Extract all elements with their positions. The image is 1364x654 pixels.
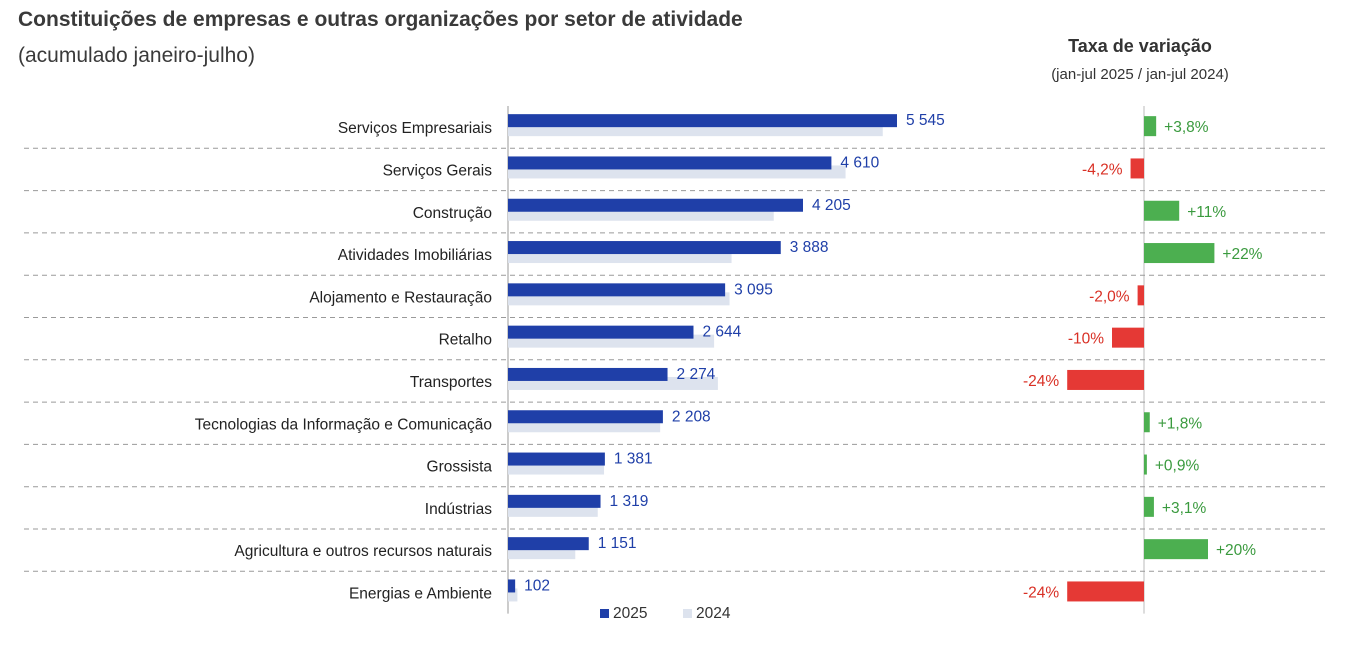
rate-label: +22% [1222, 246, 1262, 263]
category-label: Tecnologias da Informação e Comunicação [195, 416, 492, 433]
rate-label: +0,9% [1155, 458, 1200, 475]
rate-bar-positive [1144, 539, 1208, 560]
chart-title: Constituições de empresas e outras organ… [18, 8, 743, 31]
category-label: Retalho [439, 332, 492, 349]
rate-bar-positive [1144, 200, 1180, 221]
legend-swatch-2024 [683, 609, 692, 618]
value-label-2025: 1 319 [610, 493, 649, 510]
rate-panel-subtitle: (jan-jul 2025 / jan-jul 2024) [1051, 66, 1229, 83]
rate-label: -24% [1023, 373, 1059, 390]
bar-2025 [508, 410, 663, 424]
legend-label-2025: 2025 [613, 605, 647, 622]
rate-bar-negative [1130, 158, 1144, 179]
rate-bar-positive [1144, 412, 1150, 433]
category-label: Indústrias [425, 501, 492, 518]
rate-label: +11% [1187, 204, 1226, 221]
category-label: Serviços Empresariais [338, 120, 492, 137]
rate-label: +3,8% [1164, 119, 1209, 136]
bar-2025 [508, 452, 605, 466]
category-label: Grossista [427, 459, 493, 476]
value-label-2025: 3 095 [734, 281, 773, 298]
rate-bar-positive [1144, 454, 1147, 475]
value-label-2025: 5 545 [906, 112, 945, 129]
rate-label: -4,2% [1082, 161, 1123, 178]
rate-bar-negative [1137, 285, 1144, 306]
bar-2025 [508, 537, 589, 551]
rate-bar-positive [1144, 496, 1154, 517]
bar-2025 [508, 367, 668, 381]
category-label: Alojamento e Restauração [309, 289, 492, 306]
category-label: Transportes [410, 374, 492, 391]
chart-subtitle: (acumulado janeiro-julho) [18, 44, 255, 67]
rate-bar-positive [1144, 243, 1215, 264]
legend-label-2024: 2024 [696, 605, 731, 622]
rate-bar-negative [1067, 581, 1144, 602]
value-label-2025: 2 644 [702, 324, 741, 341]
bar-2025 [508, 198, 803, 212]
rate-label: +20% [1216, 542, 1256, 559]
category-label: Serviços Gerais [383, 162, 493, 179]
value-label-2025: 1 381 [614, 451, 653, 468]
bar-2025 [508, 579, 516, 593]
bar-2025 [508, 325, 694, 339]
value-label-2025: 4 610 [840, 154, 879, 171]
rate-label: -10% [1068, 331, 1104, 348]
value-label-2025: 3 888 [790, 239, 829, 256]
bar-2025 [508, 283, 726, 297]
rate-label: +3,1% [1162, 500, 1207, 517]
bar-2024 [508, 588, 518, 602]
rate-label: +1,8% [1158, 415, 1203, 432]
category-label: Energias e Ambiente [349, 585, 492, 602]
bar-2025 [508, 156, 832, 170]
rate-bar-negative [1112, 327, 1144, 348]
rate-label: -2,0% [1089, 288, 1130, 305]
value-label-2025: 1 151 [598, 535, 637, 552]
legend-swatch-2025 [600, 609, 609, 618]
value-label-2025: 2 208 [672, 408, 711, 425]
rate-label: -24% [1023, 584, 1059, 601]
bar-2025 [508, 494, 601, 508]
rate-bar-positive [1144, 116, 1157, 137]
bar-2025 [508, 114, 897, 128]
category-label: Construção [413, 205, 492, 222]
value-label-2025: 4 205 [812, 197, 851, 214]
value-label-2025: 102 [524, 577, 550, 594]
category-label: Atividades Imobiliárias [338, 247, 492, 264]
category-label: Agricultura e outros recursos naturais [234, 543, 492, 560]
bar-2025 [508, 241, 781, 255]
value-label-2025: 2 274 [677, 366, 716, 383]
rate-panel-title: Taxa de variação [1068, 36, 1212, 56]
rate-bar-negative [1067, 369, 1144, 390]
